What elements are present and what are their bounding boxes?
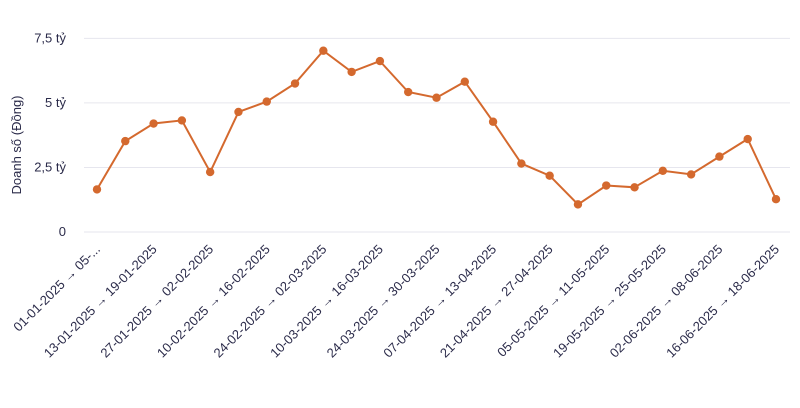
- gridlines: [84, 37, 790, 233]
- y-axis-ticks: 0 2,5 tỷ 5 tỷ 7,5 tỷ: [34, 30, 66, 239]
- data-point: [432, 93, 441, 102]
- x-tick-label: 10-02-2025 → 16-02-2025: [154, 242, 273, 361]
- series-layer: [96, 49, 777, 206]
- data-point: [460, 77, 469, 86]
- y-tick-label: 0: [59, 224, 66, 239]
- data-point: [630, 183, 639, 192]
- data-point: [290, 79, 300, 88]
- x-tick-label: 05-05-2025 → 11-05-2025: [494, 242, 612, 360]
- x-tick-label: 02-06-2025 → 08-06-2025: [607, 242, 726, 361]
- y-tick-label: 5 tỷ: [45, 95, 66, 110]
- x-tick-label: 19-05-2025 → 25-05-2025: [550, 242, 669, 361]
- data-point: [715, 152, 724, 161]
- data-point: [404, 87, 413, 97]
- x-axis-ticks: 01-01-2025 → 05-...13-01-2025 → 19-01-20…: [10, 242, 782, 361]
- data-point: [92, 185, 102, 194]
- data-point: [347, 67, 356, 77]
- x-tick-label: 07-04-2025 → 13-04-2025: [380, 242, 499, 361]
- data-point: [177, 116, 187, 125]
- y-tick-label: 7,5 tỷ: [34, 30, 66, 45]
- x-tick-label: 16-06-2025 → 18-06-2025: [663, 242, 782, 361]
- data-point: [545, 171, 554, 180]
- data-point: [262, 97, 271, 106]
- x-tick-label: 10-03-2025 → 16-03-2025: [267, 242, 386, 361]
- x-tick-label: 24-03-2025 → 30-03-2025: [324, 242, 443, 361]
- data-point: [517, 159, 526, 168]
- data-point: [771, 195, 781, 204]
- y-tick-label: 2,5 tỷ: [34, 159, 66, 174]
- data-point: [205, 167, 215, 177]
- x-tick-label: 27-01-2025 → 02-02-2025: [97, 242, 216, 361]
- data-point: [573, 200, 583, 209]
- x-tick-label: 13-01-2025 → 19-01-2025: [41, 242, 160, 361]
- y-axis-label: Doanh số (Đồng): [9, 96, 24, 195]
- data-point: [234, 107, 243, 117]
- data-point: [121, 136, 130, 146]
- data-point: [743, 134, 752, 144]
- data-points: [92, 46, 781, 209]
- x-tick-label: 21-04-2025 → 27-04-2025: [437, 242, 556, 361]
- data-point: [488, 117, 498, 126]
- data-point: [658, 166, 668, 175]
- data-point: [375, 56, 385, 66]
- data-point: [319, 46, 328, 55]
- series-line: [96, 49, 777, 206]
- data-point: [686, 170, 696, 179]
- x-tick-label: 24-02-2025 → 02-03-2025: [210, 242, 329, 361]
- data-point: [602, 181, 611, 190]
- data-point: [149, 119, 158, 128]
